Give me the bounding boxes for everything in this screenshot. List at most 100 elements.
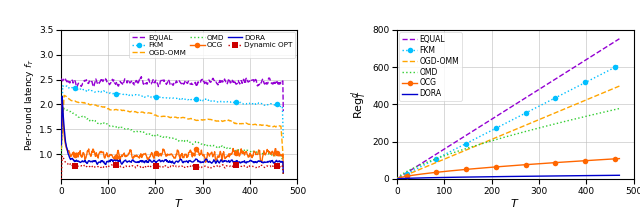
OCG xyxy=(616,157,623,160)
FKM xyxy=(142,95,150,98)
EQUAL xyxy=(438,149,445,152)
EQUAL xyxy=(426,157,433,160)
OMD xyxy=(404,170,412,172)
FKM xyxy=(616,64,623,66)
Dynamic OPT xyxy=(58,155,66,157)
OCG xyxy=(234,149,242,152)
FKM xyxy=(426,161,433,164)
OMD xyxy=(478,142,486,145)
EQUAL xyxy=(478,124,486,127)
OMD xyxy=(426,160,433,163)
EQUAL xyxy=(68,79,76,81)
Dynamic OPT xyxy=(280,174,287,177)
FKM xyxy=(280,137,287,140)
OGD-OMM xyxy=(438,159,445,161)
FKM xyxy=(58,144,65,146)
Y-axis label: $\mathrm{Reg}_T^d$: $\mathrm{Reg}_T^d$ xyxy=(349,90,369,119)
FKM xyxy=(234,101,242,103)
OCG xyxy=(280,166,287,168)
OGD-OMM xyxy=(616,85,623,87)
OGD-OMM xyxy=(234,122,242,124)
Line: DORA: DORA xyxy=(61,96,284,172)
OCG xyxy=(102,153,110,156)
OGD-OMM xyxy=(404,173,412,176)
OMD xyxy=(519,131,527,134)
OMD xyxy=(90,119,98,121)
OCG xyxy=(519,164,527,166)
EQUAL xyxy=(404,171,412,173)
EQUAL xyxy=(234,80,242,82)
OCG xyxy=(404,175,412,177)
OGD-OMM xyxy=(183,118,191,120)
DORA xyxy=(519,175,527,178)
FKM xyxy=(59,85,67,87)
OMD xyxy=(438,155,445,158)
FKM xyxy=(570,87,577,90)
OMD xyxy=(102,122,110,125)
Line: OCG: OCG xyxy=(58,98,286,170)
EQUAL xyxy=(519,98,527,101)
Line: OMD: OMD xyxy=(397,109,620,178)
OMD xyxy=(183,140,191,142)
OGD-OMM xyxy=(68,99,76,102)
DORA xyxy=(102,161,110,164)
OCG xyxy=(183,155,191,157)
FKM xyxy=(438,155,445,157)
EQUAL xyxy=(280,110,287,112)
OCG xyxy=(90,151,98,154)
DORA xyxy=(404,177,412,180)
FKM xyxy=(394,177,401,180)
Line: DORA: DORA xyxy=(397,175,620,179)
EQUAL xyxy=(90,84,97,87)
FKM xyxy=(183,98,191,101)
EQUAL xyxy=(102,78,109,81)
DORA xyxy=(90,160,98,163)
Line: OCG: OCG xyxy=(395,156,622,181)
DORA xyxy=(394,178,401,180)
OGD-OMM xyxy=(519,125,527,128)
EQUAL xyxy=(142,82,150,85)
EQUAL xyxy=(138,75,145,78)
OMD xyxy=(60,106,67,109)
OMD xyxy=(394,177,401,179)
Line: EQUAL: EQUAL xyxy=(397,39,620,179)
OMD xyxy=(142,133,150,135)
OCG xyxy=(58,99,66,102)
OCG xyxy=(438,170,445,173)
OGD-OMM xyxy=(280,157,287,160)
DORA xyxy=(68,157,76,160)
OGD-OMM xyxy=(426,164,433,167)
OCG xyxy=(68,153,76,156)
OMD xyxy=(58,154,65,156)
DORA xyxy=(570,174,577,177)
FKM xyxy=(102,90,110,93)
Dynamic OPT xyxy=(68,164,76,166)
EQUAL xyxy=(616,37,623,40)
DORA xyxy=(234,161,242,163)
OMD xyxy=(280,173,287,176)
FKM xyxy=(68,86,76,89)
OMD xyxy=(616,107,623,110)
OMD xyxy=(68,111,76,114)
Line: OMD: OMD xyxy=(61,108,284,174)
DORA xyxy=(58,144,65,146)
FKM xyxy=(90,90,98,93)
DORA xyxy=(58,95,66,98)
Line: EQUAL: EQUAL xyxy=(61,77,284,111)
OCG xyxy=(58,144,65,147)
EQUAL xyxy=(183,82,191,85)
OCG xyxy=(394,177,401,180)
Legend: EQUAL, FKM, OGD-OMM, OMD, OCG, DORA, Dynamic OPT: EQUAL, FKM, OGD-OMM, OMD, OCG, DORA, Dyn… xyxy=(129,32,295,58)
OGD-OMM xyxy=(394,177,401,180)
DORA xyxy=(478,176,486,178)
OCG xyxy=(570,160,577,163)
OGD-OMM xyxy=(570,104,577,106)
FKM xyxy=(404,172,412,175)
OGD-OMM xyxy=(60,94,68,97)
Line: OGD-OMM: OGD-OMM xyxy=(61,95,284,158)
Dynamic OPT xyxy=(58,178,65,181)
X-axis label: $T$: $T$ xyxy=(174,197,184,209)
Line: OGD-OMM: OGD-OMM xyxy=(397,86,620,179)
Line: FKM: FKM xyxy=(58,83,286,148)
Dynamic OPT xyxy=(90,167,98,169)
